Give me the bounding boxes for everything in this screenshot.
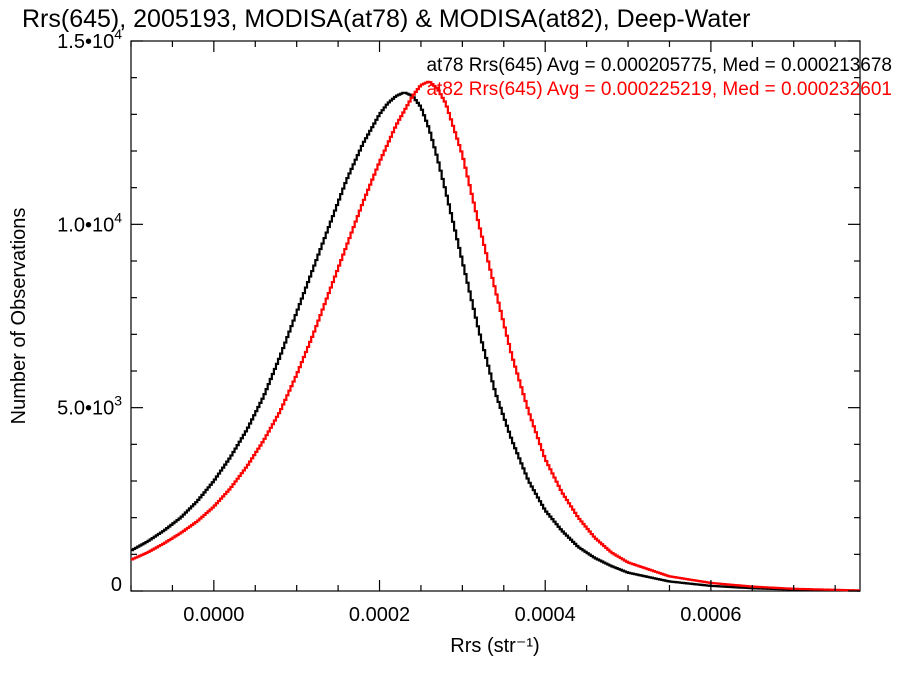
series-line-at78 [131,91,860,592]
x-tick-labels: 0.0000 0.0002 0.0004 0.0006 [183,604,741,626]
x-tick-label: 0.0000 [183,604,244,626]
x-tick-label: 0.0002 [349,604,410,626]
y-tick-label: 0 [111,574,122,596]
series-line-at82 [131,80,860,592]
plot-area [130,40,861,592]
y-axis-label: Number of Observations [8,208,30,425]
y-tick-label: 5.0•103 [57,393,122,420]
legend-entry-at82: at82 Rrs(645) Avg = 0.000225219, Med = 0… [426,79,892,100]
series-layer [131,80,860,592]
chart-title: Rrs(645), 2005193, MODISA(at78) & MODISA… [22,5,751,33]
x-tick-label: 0.0006 [680,604,741,626]
x-axis-label: Rrs (str⁻¹) [450,635,539,657]
plot-frame [130,40,861,592]
legend-entry-at78: at78 Rrs(645) Avg = 0.000205775, Med = 0… [426,55,892,76]
y-tick-label: 1.5•104 [57,26,122,53]
y-tick-labels: 0 5.0•103 1.0•104 1.5•104 [57,26,122,596]
x-tick-label: 0.0004 [515,604,576,626]
y-tick-label: 1.0•104 [57,209,122,236]
tick-layer [130,40,860,592]
